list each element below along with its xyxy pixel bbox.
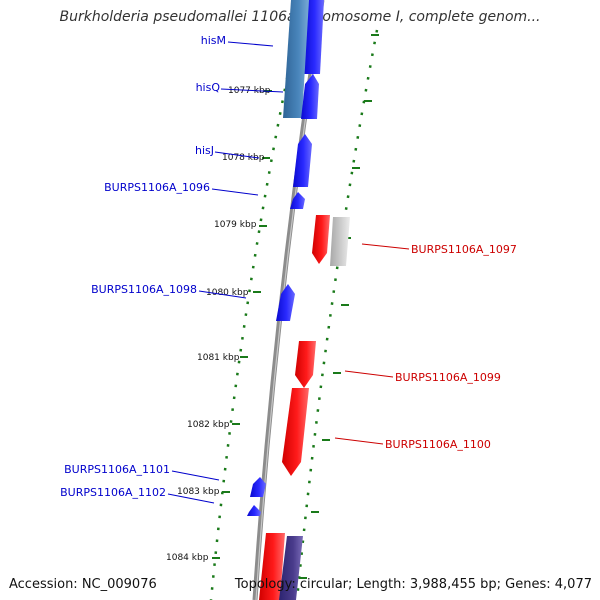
gene-BURPS1106A_1102[interactable] bbox=[247, 505, 261, 516]
gene-label-BURPS1106A_1096: BURPS1106A_1096 bbox=[104, 181, 210, 194]
gene-pseudo-grey[interactable] bbox=[330, 217, 350, 266]
ruler-label: 1080 kbp bbox=[206, 288, 249, 298]
outer-track-guide bbox=[295, 29, 379, 600]
gene-label-BURPS1106A_1101: BURPS1106A_1101 bbox=[64, 463, 170, 476]
gene-label-hisM: hisM bbox=[201, 34, 226, 47]
gene-label-BURPS1106A_1102: BURPS1106A_1102 bbox=[60, 486, 166, 499]
topology-label: Topology: circular; Length: 3,988,455 bp… bbox=[234, 577, 592, 592]
gene-bottom-purple[interactable] bbox=[279, 536, 303, 600]
ruler-label: 1084 kbp bbox=[166, 553, 209, 563]
gene-label-BURPS1106A_1098: BURPS1106A_1098 bbox=[91, 283, 197, 296]
gene-BURPS1106A_1096[interactable] bbox=[290, 192, 305, 209]
accession-label: Accession: NC_009076 bbox=[9, 577, 157, 592]
gene-BURPS1106A_1099[interactable] bbox=[295, 341, 316, 388]
ruler-label: 1083 kbp bbox=[177, 487, 220, 497]
ruler-label: 1081 kbp bbox=[197, 353, 240, 363]
gene-label-BURPS1106A_1100: BURPS1106A_1100 bbox=[385, 438, 491, 451]
gene-label-BURPS1106A_1099: BURPS1106A_1099 bbox=[395, 371, 501, 384]
gene-BURPS1106A_1101[interactable] bbox=[250, 477, 266, 497]
gene-hisJ[interactable] bbox=[293, 134, 312, 187]
gene-rna-steel[interactable] bbox=[283, 0, 309, 118]
gene-bottom-red[interactable] bbox=[259, 533, 285, 600]
ruler-label: 1079 kbp bbox=[214, 220, 257, 230]
gene-hisQ[interactable] bbox=[301, 74, 319, 119]
inner-track-guide bbox=[209, 29, 299, 600]
ruler-label: 1082 kbp bbox=[187, 420, 230, 430]
ruler-label: 1077 kbp bbox=[228, 86, 271, 96]
gene-BURPS1106A_1097[interactable] bbox=[312, 215, 330, 264]
gene-label-hisQ: hisQ bbox=[196, 81, 221, 94]
gene-label-BURPS1106A_1097: BURPS1106A_1097 bbox=[411, 243, 517, 256]
gene-label-hisJ: hisJ bbox=[195, 144, 214, 157]
gene-hisM-forward[interactable] bbox=[303, 0, 324, 74]
gene-BURPS1106A_1098[interactable] bbox=[276, 284, 295, 321]
ruler-label: 1078 kbp bbox=[222, 153, 265, 163]
gene-BURPS1106A_1100[interactable] bbox=[282, 388, 309, 476]
